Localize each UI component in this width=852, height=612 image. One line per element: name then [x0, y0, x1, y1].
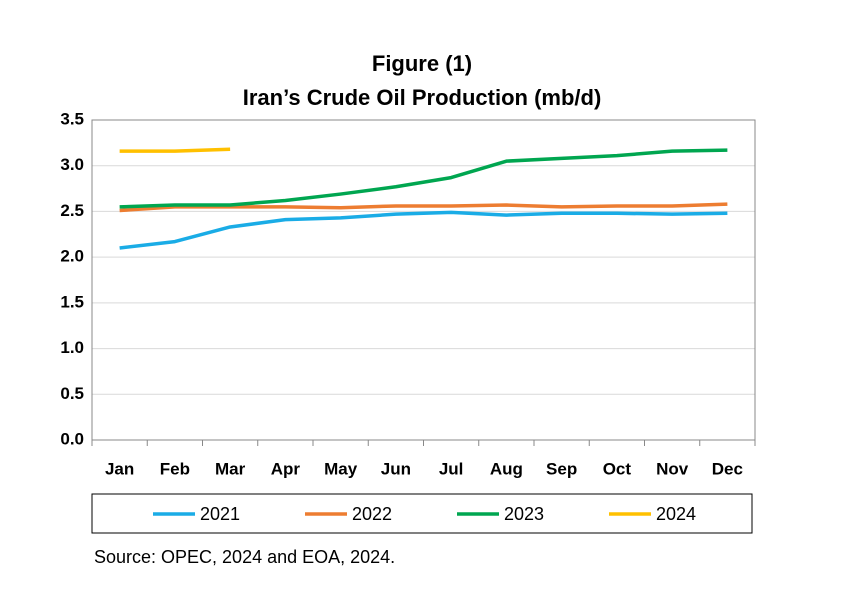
- y-tick-label: 2.5: [60, 201, 84, 220]
- series-line: [119, 210, 728, 250]
- x-tick-label: Aug: [490, 459, 523, 478]
- x-tick-label: Mar: [215, 459, 246, 478]
- x-tick-label: Jul: [439, 459, 464, 478]
- legend-label: 2022: [352, 504, 392, 524]
- x-tick-label: Jan: [105, 459, 134, 478]
- y-tick-label: 2.0: [60, 247, 84, 266]
- y-tick-label: 3.0: [60, 155, 84, 174]
- x-tick-label: Dec: [712, 459, 743, 478]
- chart-subtitle: Iran’s Crude Oil Production (mb/d): [243, 85, 602, 110]
- x-tick-label: Sep: [546, 459, 577, 478]
- x-tick-label: Nov: [656, 459, 689, 478]
- y-tick-label: 0.5: [60, 384, 84, 403]
- x-tick-label: Oct: [603, 459, 632, 478]
- y-tick-label: 1.5: [60, 292, 84, 311]
- y-tick-label: 0.0: [60, 429, 84, 448]
- series-line: [119, 148, 728, 209]
- x-tick-label: Apr: [271, 459, 301, 478]
- series-line: [119, 147, 231, 153]
- x-tick-label: May: [324, 459, 358, 478]
- y-tick-label: 3.5: [60, 109, 84, 128]
- source-note: Source: OPEC, 2024 and EOA, 2024.: [94, 547, 395, 567]
- legend-label: 2024: [656, 504, 696, 524]
- chart-title: Figure (1): [372, 51, 472, 76]
- plot-area: [91, 119, 756, 441]
- x-tick-label: Jun: [381, 459, 411, 478]
- series-line: [119, 202, 728, 213]
- legend-label: 2023: [504, 504, 544, 524]
- x-tick-label: Feb: [160, 459, 190, 478]
- y-tick-label: 1.0: [60, 338, 84, 357]
- legend-label: 2021: [200, 504, 240, 524]
- legend-box: [91, 493, 753, 534]
